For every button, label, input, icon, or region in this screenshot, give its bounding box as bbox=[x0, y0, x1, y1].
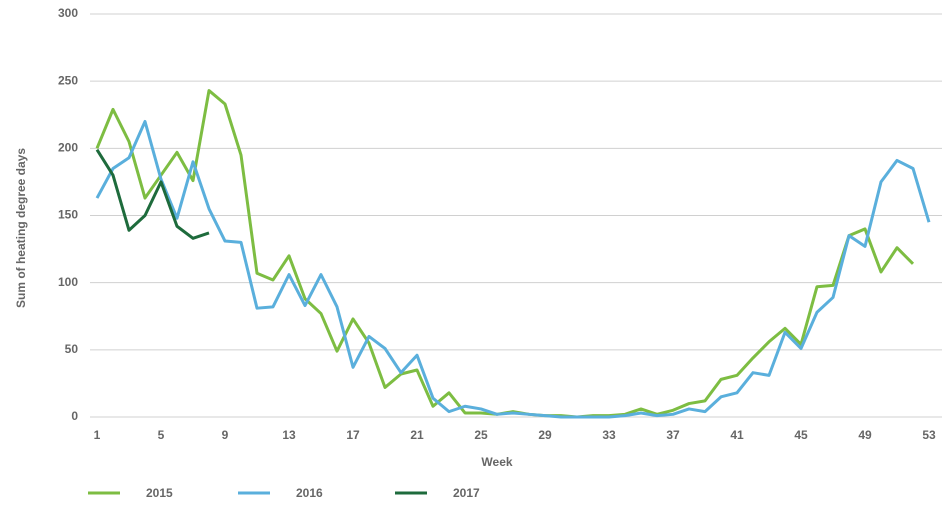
x-tick-label: 49 bbox=[858, 428, 872, 442]
y-tick-label: 50 bbox=[65, 342, 79, 356]
y-tick-label: 100 bbox=[58, 275, 78, 289]
y-tick-label: 0 bbox=[71, 409, 78, 423]
y-axis-label: Sum of heating degree days bbox=[14, 148, 28, 308]
legend-label: 2016 bbox=[296, 486, 323, 500]
x-tick-label: 21 bbox=[410, 428, 424, 442]
x-tick-label: 33 bbox=[602, 428, 616, 442]
series-line bbox=[95, 89, 915, 419]
x-tick-label: 5 bbox=[158, 428, 165, 442]
x-tick-label: 53 bbox=[922, 428, 936, 442]
x-tick-label: 17 bbox=[346, 428, 360, 442]
legend-label: 2015 bbox=[146, 486, 173, 500]
x-tick-label: 25 bbox=[474, 428, 488, 442]
y-tick-label: 150 bbox=[58, 208, 78, 222]
y-tick-label: 250 bbox=[58, 73, 78, 87]
y-tick-label: 300 bbox=[58, 6, 78, 20]
x-axis-label: Week bbox=[481, 455, 512, 469]
x-tick-label: 41 bbox=[730, 428, 744, 442]
series-line bbox=[95, 119, 931, 419]
x-tick-label: 13 bbox=[282, 428, 296, 442]
x-tick-label: 45 bbox=[794, 428, 808, 442]
x-tick-label: 9 bbox=[222, 428, 229, 442]
y-tick-label: 200 bbox=[58, 141, 78, 155]
series-line bbox=[95, 148, 210, 240]
legend-label: 2017 bbox=[453, 486, 480, 500]
x-tick-label: 1 bbox=[94, 428, 101, 442]
x-tick-label: 29 bbox=[538, 428, 552, 442]
x-tick-label: 37 bbox=[666, 428, 680, 442]
